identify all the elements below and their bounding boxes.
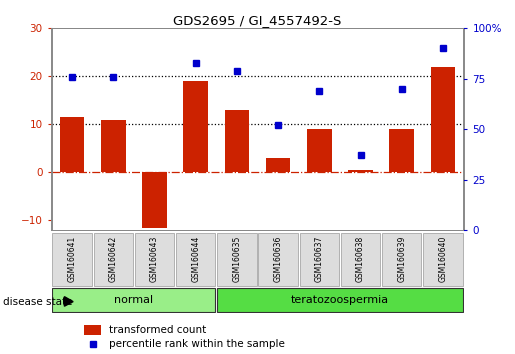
Bar [266, 158, 290, 172]
Bar [142, 172, 167, 228]
Bar [183, 81, 208, 172]
Bar [348, 170, 373, 172]
Text: GSM160641: GSM160641 [67, 236, 77, 282]
Bar [176, 233, 215, 286]
Bar [101, 120, 126, 172]
Bar [53, 233, 92, 286]
Bar [225, 110, 249, 172]
Text: GSM160635: GSM160635 [232, 236, 242, 282]
Text: GSM160642: GSM160642 [109, 236, 118, 282]
Text: GSM160644: GSM160644 [191, 236, 200, 282]
Text: disease state: disease state [3, 297, 72, 307]
Bar [259, 233, 298, 286]
Bar [431, 67, 455, 172]
Bar [423, 233, 462, 286]
Text: normal: normal [114, 295, 153, 305]
Bar [135, 233, 174, 286]
Bar [53, 288, 215, 312]
Title: GDS2695 / GI_4557492-S: GDS2695 / GI_4557492-S [174, 14, 341, 27]
Text: teratozoospermia: teratozoospermia [291, 295, 389, 305]
Text: GSM160638: GSM160638 [356, 236, 365, 282]
Text: GSM160636: GSM160636 [273, 236, 283, 282]
Text: GSM160640: GSM160640 [438, 236, 448, 282]
Text: GSM160639: GSM160639 [397, 236, 406, 282]
Bar [60, 117, 84, 172]
Text: GSM160637: GSM160637 [315, 236, 324, 282]
Bar [84, 325, 101, 335]
Text: GSM160643: GSM160643 [150, 236, 159, 282]
Bar [307, 129, 332, 172]
Bar [300, 233, 339, 286]
Text: transformed count: transformed count [109, 325, 207, 335]
Bar [217, 233, 256, 286]
Bar [389, 129, 414, 172]
Bar [217, 288, 462, 312]
Text: percentile rank within the sample: percentile rank within the sample [109, 339, 285, 349]
Bar [94, 233, 133, 286]
Bar [341, 233, 380, 286]
Bar [382, 233, 421, 286]
